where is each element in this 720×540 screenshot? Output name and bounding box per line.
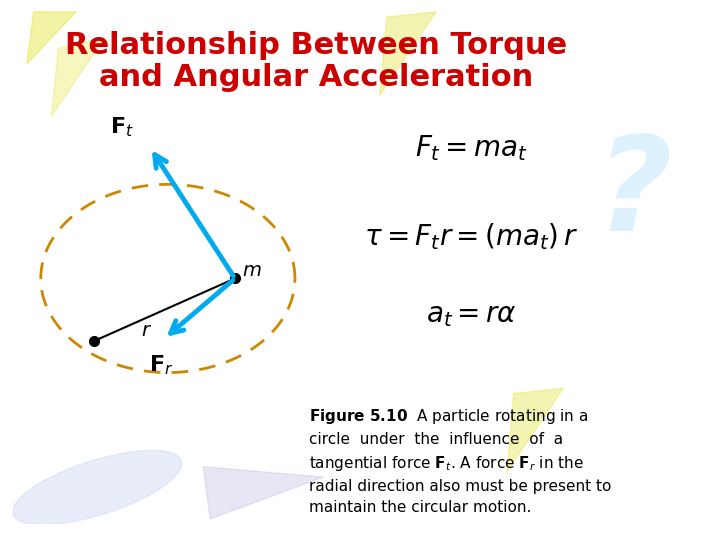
Text: $\tau = F_t r = (ma_t)\, r$: $\tau = F_t r = (ma_t)\, r$ bbox=[364, 221, 578, 252]
Text: $\mathbf{F}_r$: $\mathbf{F}_r$ bbox=[148, 353, 173, 376]
Polygon shape bbox=[51, 38, 104, 117]
Polygon shape bbox=[203, 467, 323, 519]
Polygon shape bbox=[507, 388, 563, 472]
Text: Relationship Between Torque: Relationship Between Torque bbox=[65, 31, 567, 60]
Text: $r$: $r$ bbox=[141, 321, 152, 340]
Text: $\mathbf{F}_t$: $\mathbf{F}_t$ bbox=[110, 115, 134, 139]
Text: $\mathbf{Figure\ 5.10}$  A particle rotating in a
circle  under  the  influence : $\mathbf{Figure\ 5.10}$ A particle rotat… bbox=[309, 407, 611, 515]
Polygon shape bbox=[27, 12, 76, 64]
Ellipse shape bbox=[13, 450, 181, 525]
Text: $F_t = ma_t$: $F_t = ma_t$ bbox=[415, 133, 528, 163]
Text: $m$: $m$ bbox=[242, 261, 261, 280]
Text: $a_t = r\alpha$: $a_t = r\alpha$ bbox=[426, 301, 517, 329]
Text: ?: ? bbox=[595, 131, 672, 258]
Text: and Angular Acceleration: and Angular Acceleration bbox=[99, 63, 534, 92]
Polygon shape bbox=[379, 12, 436, 96]
